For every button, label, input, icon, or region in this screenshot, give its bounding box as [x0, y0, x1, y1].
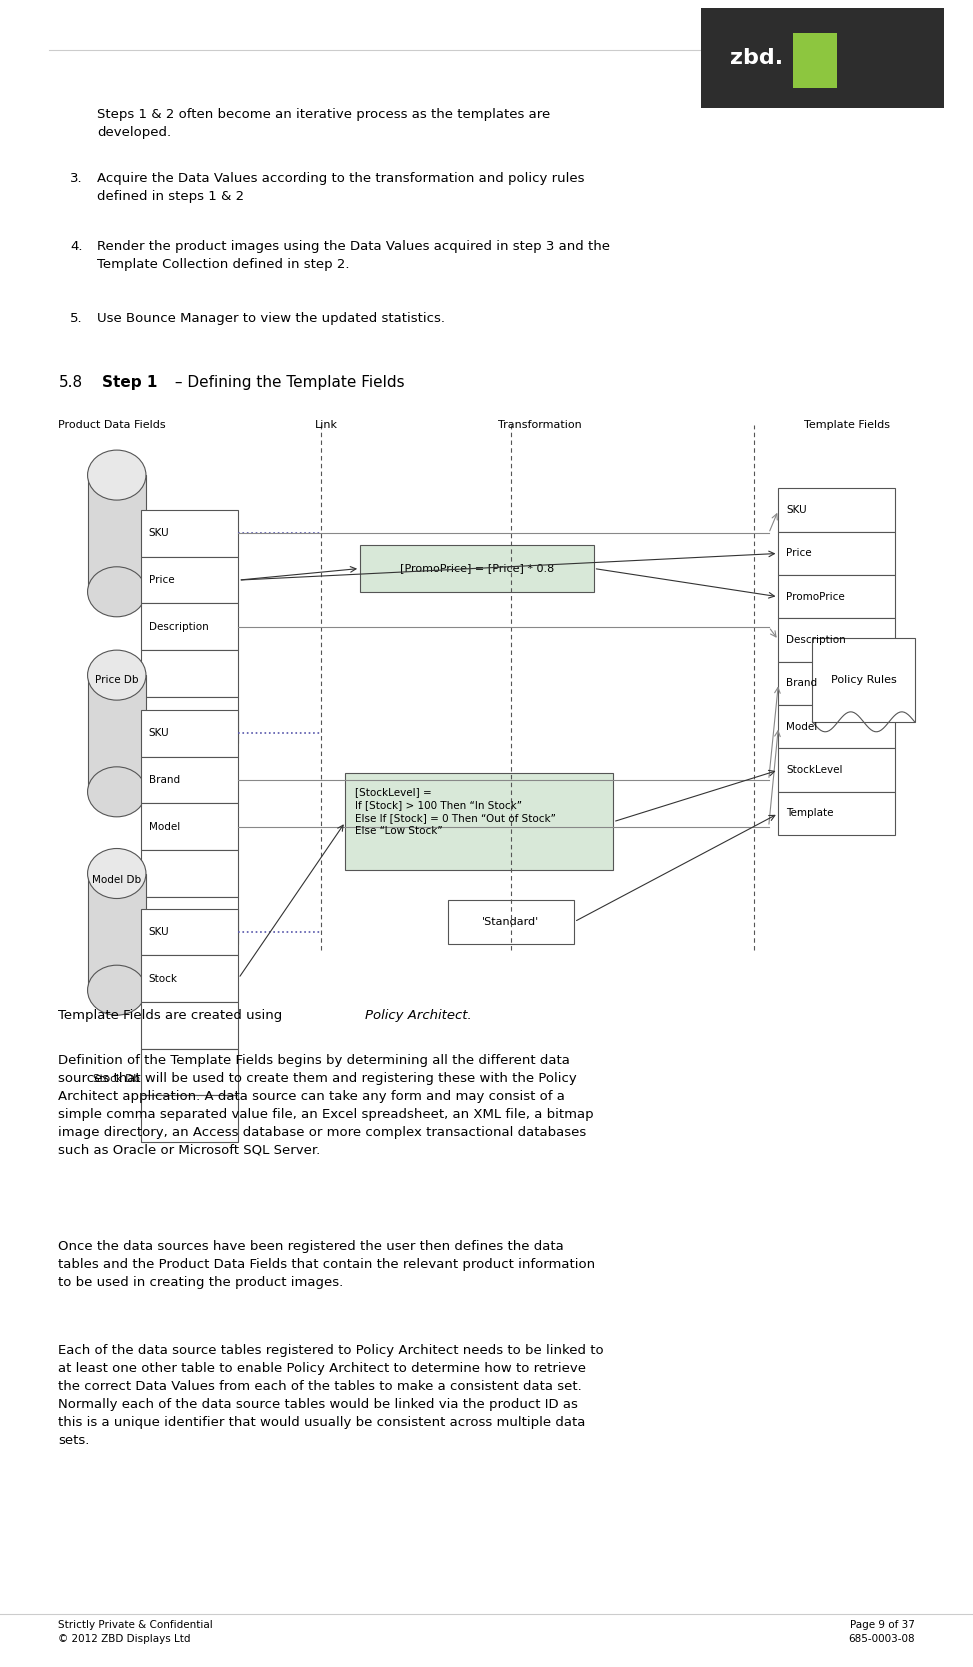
Ellipse shape	[88, 965, 146, 1015]
FancyBboxPatch shape	[778, 792, 895, 835]
FancyBboxPatch shape	[345, 773, 613, 870]
Text: Product Data Fields: Product Data Fields	[58, 420, 165, 430]
FancyBboxPatch shape	[778, 705, 895, 748]
FancyBboxPatch shape	[778, 488, 895, 532]
Text: Render the product images using the Data Values acquired in step 3 and the
Templ: Render the product images using the Data…	[97, 240, 610, 272]
FancyBboxPatch shape	[778, 748, 895, 792]
Text: Definition of the Template Fields begins by determining all the different data
s: Definition of the Template Fields begins…	[58, 1054, 594, 1157]
Text: SKU: SKU	[149, 728, 169, 738]
Ellipse shape	[88, 567, 146, 617]
FancyBboxPatch shape	[141, 650, 238, 697]
Text: – Defining the Template Fields: – Defining the Template Fields	[170, 375, 405, 390]
FancyBboxPatch shape	[88, 475, 146, 592]
Text: 5.8: 5.8	[58, 375, 83, 390]
Text: [PromoPrice] = [Price] * 0.8: [PromoPrice] = [Price] * 0.8	[400, 563, 554, 573]
Text: Price: Price	[149, 575, 174, 585]
Ellipse shape	[88, 650, 146, 700]
Text: Price Db: Price Db	[95, 675, 138, 685]
Text: zbd.: zbd.	[730, 48, 783, 68]
FancyBboxPatch shape	[141, 557, 238, 603]
FancyBboxPatch shape	[141, 909, 238, 955]
FancyBboxPatch shape	[778, 532, 895, 575]
Text: Brand: Brand	[786, 678, 817, 688]
Text: Description: Description	[786, 635, 846, 645]
Text: Steps 1 & 2 often become an iterative process as the templates are
developed.: Steps 1 & 2 often become an iterative pr…	[97, 108, 551, 140]
FancyBboxPatch shape	[141, 1049, 238, 1095]
Ellipse shape	[88, 767, 146, 817]
Text: 4.: 4.	[70, 240, 83, 253]
Text: Each of the data source tables registered to Policy Architect needs to be linked: Each of the data source tables registere…	[58, 1344, 604, 1447]
Text: 5.: 5.	[70, 312, 83, 325]
Text: Once the data sources have been registered the user then defines the data
tables: Once the data sources have been register…	[58, 1240, 595, 1289]
FancyBboxPatch shape	[141, 757, 238, 803]
Text: Page 9 of 37
685-0003-08: Page 9 of 37 685-0003-08	[848, 1620, 915, 1644]
FancyBboxPatch shape	[141, 697, 238, 743]
FancyBboxPatch shape	[141, 897, 238, 944]
Text: Policy Rules: Policy Rules	[831, 675, 896, 685]
Text: 3.: 3.	[70, 172, 83, 185]
Text: [StockLevel] =
If [Stock] > 100 Then “In Stock”
Else If [Stock] = 0 Then “Out of: [StockLevel] = If [Stock] > 100 Then “In…	[355, 787, 556, 837]
Text: Template Fields: Template Fields	[804, 420, 889, 430]
Text: PromoPrice: PromoPrice	[786, 592, 845, 602]
Text: Template: Template	[786, 808, 834, 818]
FancyBboxPatch shape	[778, 618, 895, 662]
Text: SKU: SKU	[149, 927, 169, 937]
Text: Model: Model	[149, 822, 180, 832]
Text: Acquire the Data Values according to the transformation and policy rules
defined: Acquire the Data Values according to the…	[97, 172, 585, 203]
Ellipse shape	[88, 450, 146, 500]
Text: Model Db: Model Db	[92, 875, 141, 885]
Ellipse shape	[88, 849, 146, 899]
FancyBboxPatch shape	[360, 545, 594, 592]
FancyBboxPatch shape	[141, 510, 238, 557]
FancyBboxPatch shape	[778, 575, 895, 618]
FancyBboxPatch shape	[88, 874, 146, 990]
FancyBboxPatch shape	[141, 803, 238, 850]
Text: Stock: Stock	[149, 974, 178, 984]
FancyBboxPatch shape	[448, 900, 574, 944]
Bar	[793, 33, 837, 88]
Text: SKU: SKU	[786, 505, 807, 515]
FancyBboxPatch shape	[141, 710, 238, 757]
Text: SKU: SKU	[149, 528, 169, 538]
Text: Price: Price	[786, 548, 811, 558]
FancyBboxPatch shape	[141, 1095, 238, 1142]
Text: Model: Model	[786, 722, 817, 732]
Text: Step 1: Step 1	[102, 375, 158, 390]
Text: 'Standard': 'Standard'	[483, 917, 539, 927]
Text: Stock Db: Stock Db	[93, 1074, 140, 1084]
Text: .: .	[467, 1009, 471, 1022]
Text: Link: Link	[314, 420, 338, 430]
Text: Policy Architect: Policy Architect	[365, 1009, 467, 1022]
Text: Strictly Private & Confidential
© 2012 ZBD Displays Ltd: Strictly Private & Confidential © 2012 Z…	[58, 1620, 213, 1644]
FancyBboxPatch shape	[141, 1002, 238, 1049]
FancyBboxPatch shape	[701, 8, 944, 108]
Text: Transformation: Transformation	[498, 420, 582, 430]
Text: Description: Description	[149, 622, 208, 632]
Text: Use Bounce Manager to view the updated statistics.: Use Bounce Manager to view the updated s…	[97, 312, 446, 325]
Text: Template Fields are created using: Template Fields are created using	[58, 1009, 287, 1022]
FancyBboxPatch shape	[88, 675, 146, 792]
Text: Brand: Brand	[149, 775, 180, 785]
FancyBboxPatch shape	[141, 850, 238, 897]
FancyBboxPatch shape	[778, 662, 895, 705]
FancyBboxPatch shape	[141, 603, 238, 650]
FancyBboxPatch shape	[812, 638, 915, 722]
FancyBboxPatch shape	[141, 955, 238, 1002]
Text: StockLevel: StockLevel	[786, 765, 843, 775]
